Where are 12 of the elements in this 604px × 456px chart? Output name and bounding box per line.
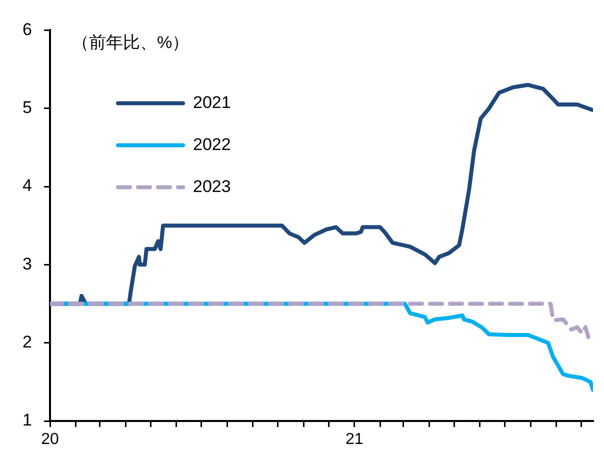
y-tick-label: 2 (22, 332, 32, 352)
y-tick-label: 4 (22, 176, 32, 196)
y-tick-label: 5 (22, 98, 32, 118)
y-tick-label: 1 (22, 410, 32, 430)
legend-label: 2021 (193, 92, 231, 112)
legend-label: 2023 (193, 176, 231, 196)
y-axis-title: （前年比、%） (72, 32, 190, 52)
x-tick-label: 21 (345, 431, 364, 448)
y-tick-label: 6 (22, 20, 32, 39)
x-tick-label: 20 (41, 431, 59, 448)
y-tick-label: 3 (22, 254, 32, 274)
legend-label: 2022 (193, 134, 231, 154)
